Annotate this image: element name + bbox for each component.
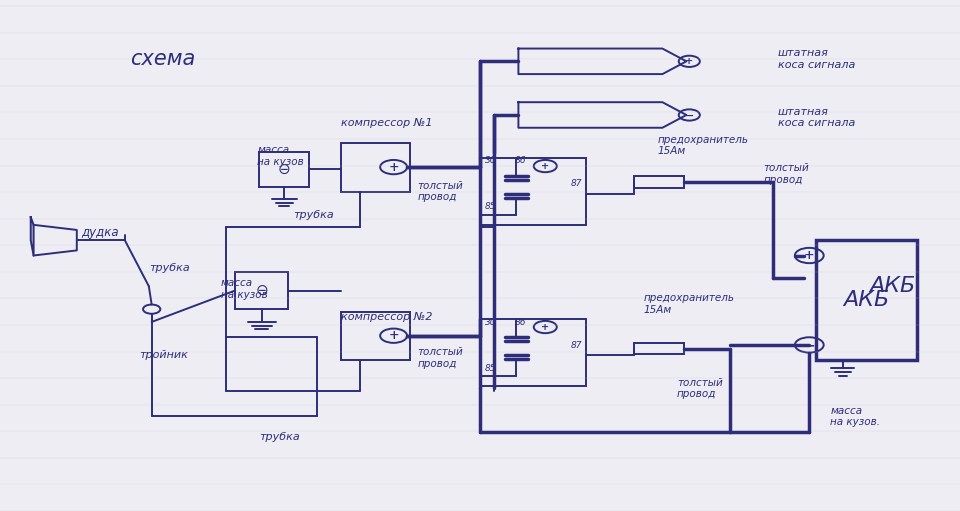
Text: масса
на кузов.: масса на кузов.: [830, 406, 880, 427]
Text: 85: 85: [485, 202, 496, 212]
Bar: [634, 343, 684, 354]
Text: тройник: тройник: [139, 350, 188, 360]
Text: схема: схема: [130, 49, 195, 69]
Text: компрессор №1: компрессор №1: [341, 118, 432, 128]
Text: +: +: [804, 249, 815, 262]
Text: −: −: [684, 109, 694, 121]
Text: +: +: [388, 329, 399, 342]
Text: толстый
провод: толстый провод: [763, 163, 809, 184]
Text: ⊖: ⊖: [255, 283, 268, 298]
Text: 87: 87: [570, 179, 582, 189]
Bar: [480, 319, 586, 386]
Bar: [259, 152, 309, 187]
Text: толстый
провод: толстый провод: [418, 181, 464, 202]
Bar: [634, 176, 684, 188]
Text: трубка: трубка: [149, 263, 189, 273]
Bar: [341, 312, 410, 360]
Bar: [480, 158, 586, 225]
Text: трубка: трубка: [259, 432, 300, 442]
Text: АКБ: АКБ: [843, 290, 890, 310]
Text: масса
на кузов: масса на кузов: [221, 278, 268, 299]
Text: +: +: [541, 161, 549, 171]
Text: 30: 30: [485, 156, 496, 166]
Bar: [235, 272, 288, 309]
Text: ⊖: ⊖: [277, 161, 291, 177]
Text: 86: 86: [515, 156, 526, 166]
Polygon shape: [31, 217, 34, 256]
Text: 87: 87: [570, 341, 582, 351]
Text: 85: 85: [485, 364, 496, 374]
Text: +: +: [685, 57, 693, 66]
Text: +: +: [541, 322, 549, 332]
Text: дудка: дудка: [82, 226, 119, 239]
Bar: [341, 143, 410, 192]
Text: трубка: трубка: [293, 210, 333, 220]
Text: 30: 30: [485, 318, 496, 328]
Text: толстый
провод: толстый провод: [677, 378, 723, 399]
Text: штатная
коса сигнала: штатная коса сигнала: [778, 107, 855, 128]
Text: штатная
коса сигнала: штатная коса сигнала: [778, 48, 855, 69]
Text: предохранитель
15Ам: предохранитель 15Ам: [658, 135, 749, 156]
Text: масса
на кузов: масса на кузов: [257, 145, 304, 167]
Text: АКБ: АКБ: [869, 276, 915, 296]
Text: компрессор №2: компрессор №2: [341, 312, 432, 322]
Text: предохранитель
15Ам: предохранитель 15Ам: [643, 293, 734, 315]
Text: толстый
провод: толстый провод: [418, 347, 464, 368]
Text: 86: 86: [515, 318, 526, 328]
Text: +: +: [388, 160, 399, 174]
Text: −: −: [804, 338, 815, 352]
Bar: [816, 240, 917, 360]
